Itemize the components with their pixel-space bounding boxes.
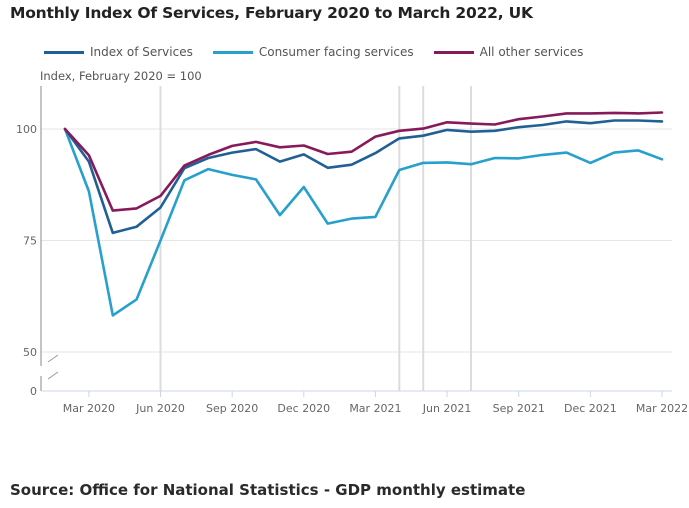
chart-title: Monthly Index Of Services, February 2020… xyxy=(10,4,533,22)
legend-label-consumer-facing-services: Consumer facing services xyxy=(258,45,414,59)
x-tick-label-mar-2022: Mar 2022 xyxy=(636,402,688,415)
tick-labels: 0 50 75 100 Mar 2020 Jun 2020 Sep 2020 Dec 2020… xyxy=(16,123,688,415)
y-tick-label-50: 50 xyxy=(23,346,37,359)
axis-break-mark-2 xyxy=(47,371,59,380)
x-tick-label-dec-2021: Dec 2021 xyxy=(564,402,617,415)
legend-swatch-index-of-services xyxy=(44,50,84,54)
x-tick-label-mar-2021: Mar 2021 xyxy=(349,402,401,415)
legend-label-index-of-services: Index of Services xyxy=(90,45,193,59)
legend-label-all-other-services: All other services xyxy=(479,45,584,59)
y-axis-title: Index, February 2020 = 100 xyxy=(40,69,202,83)
x-tick-label-sep-2021: Sep 2021 xyxy=(493,402,545,415)
legend-item-all-other-services: All other services xyxy=(433,45,584,59)
y-tick-label-75: 75 xyxy=(23,235,37,248)
legend-item-consumer-facing-services: Consumer facing services xyxy=(212,45,414,59)
grid-lines xyxy=(41,128,672,353)
x-tick-label-dec-2020: Dec 2020 xyxy=(277,402,330,415)
legend-swatch-consumer-facing-services xyxy=(212,50,253,54)
series-line-index-of-services xyxy=(63,119,664,235)
series-line-consumer-facing-services xyxy=(63,127,664,317)
chart-legend: Index of Services Consumer facing servic… xyxy=(44,42,603,62)
series-line-all-other-services xyxy=(63,111,664,212)
line-chart: 0 50 75 100 Mar 2020 Jun 2020 Sep 2020 Dec 2020… xyxy=(16,86,688,415)
legend-item-index-of-services: Index of Services xyxy=(44,45,193,59)
axes xyxy=(40,86,672,397)
x-tick-label-jun-2021: Jun 2021 xyxy=(422,402,472,415)
source-note: Source: Office for National Statistics -… xyxy=(10,481,526,499)
x-tick-label-jun-2020: Jun 2020 xyxy=(135,402,185,415)
series-lines xyxy=(63,111,664,317)
vertical-reference-lines xyxy=(159,86,472,391)
y-tick-label-100: 100 xyxy=(16,123,37,136)
x-tick-label-sep-2020: Sep 2020 xyxy=(206,402,258,415)
x-tick-label-mar-2020: Mar 2020 xyxy=(63,402,115,415)
axis-break-mark-1 xyxy=(47,354,59,363)
y-tick-label-0: 0 xyxy=(30,385,37,398)
legend-swatch-all-other-services xyxy=(433,50,474,54)
